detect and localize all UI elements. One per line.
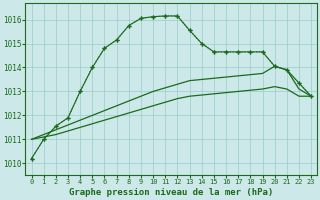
X-axis label: Graphe pression niveau de la mer (hPa): Graphe pression niveau de la mer (hPa) (69, 188, 274, 197)
